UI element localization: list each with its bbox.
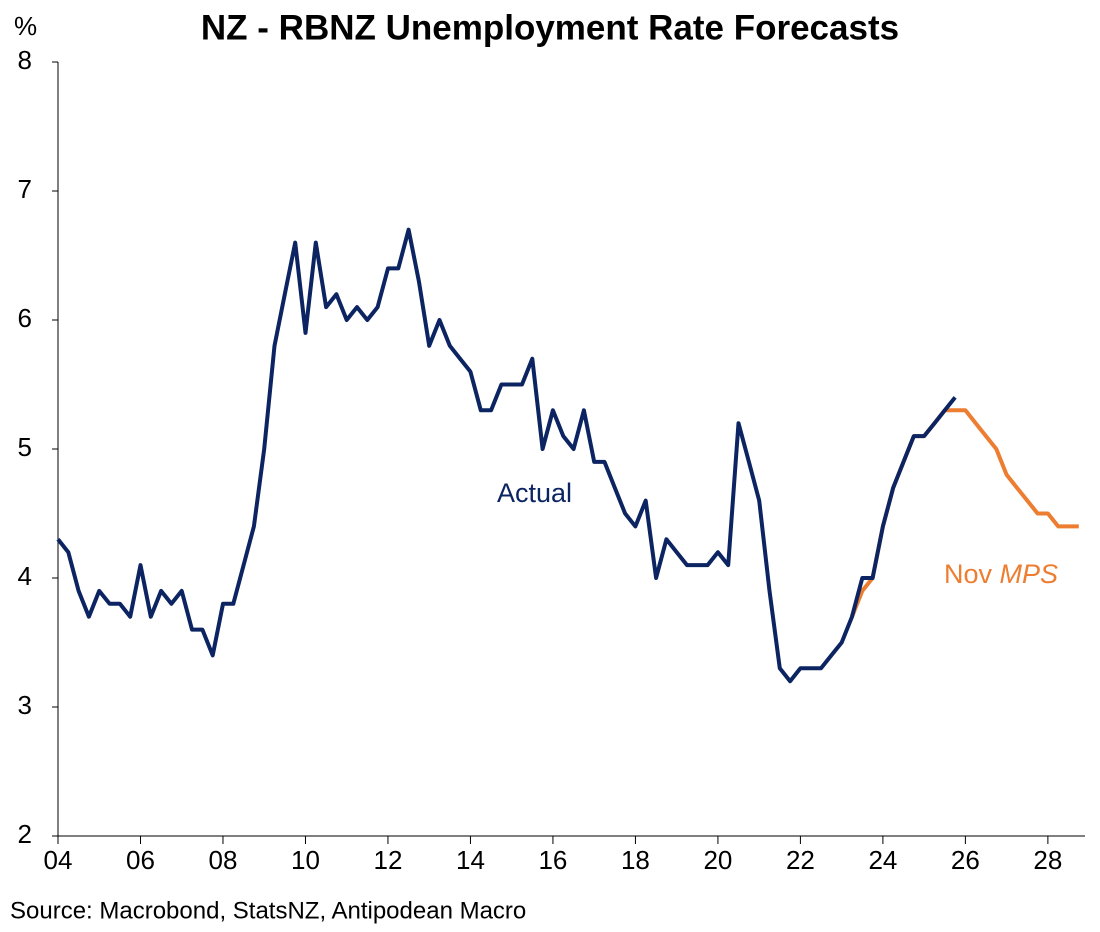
x-tick-label: 04 — [44, 845, 73, 875]
annotation-forecast: Nov MPS — [944, 559, 1058, 589]
annotation-actual: Actual — [497, 478, 572, 508]
y-tick-label: 5 — [18, 432, 32, 462]
x-tick-label: 10 — [291, 845, 320, 875]
x-tick-label: 24 — [868, 845, 897, 875]
x-tick-label: 28 — [1033, 845, 1062, 875]
x-tick-label: 06 — [126, 845, 155, 875]
y-tick-label: 8 — [18, 45, 32, 75]
y-tick-label: 6 — [18, 303, 32, 333]
y-tick-label: 4 — [18, 561, 32, 591]
x-tick-label: 20 — [703, 845, 732, 875]
chart-title: NZ - RBNZ Unemployment Rate Forecasts — [201, 8, 899, 47]
x-tick-label: 08 — [209, 845, 238, 875]
y-tick-label: 3 — [18, 690, 32, 720]
annotation-mps: MPS — [1000, 559, 1059, 589]
x-tick-label: 12 — [373, 845, 402, 875]
source-note: Source: Macrobond, StatsNZ, Antipodean M… — [10, 897, 526, 924]
x-tick-label: 18 — [621, 845, 650, 875]
x-tick-label: 26 — [951, 845, 980, 875]
y-tick-label: 7 — [18, 174, 32, 204]
y-tick-label: 2 — [18, 819, 32, 849]
x-tick-label: 14 — [456, 845, 485, 875]
y-axis-label: % — [14, 11, 37, 41]
x-tick-label: 16 — [538, 845, 567, 875]
annotation-nov: Nov — [944, 559, 993, 589]
x-tick-label: 22 — [786, 845, 815, 875]
series-line — [56, 227, 957, 684]
